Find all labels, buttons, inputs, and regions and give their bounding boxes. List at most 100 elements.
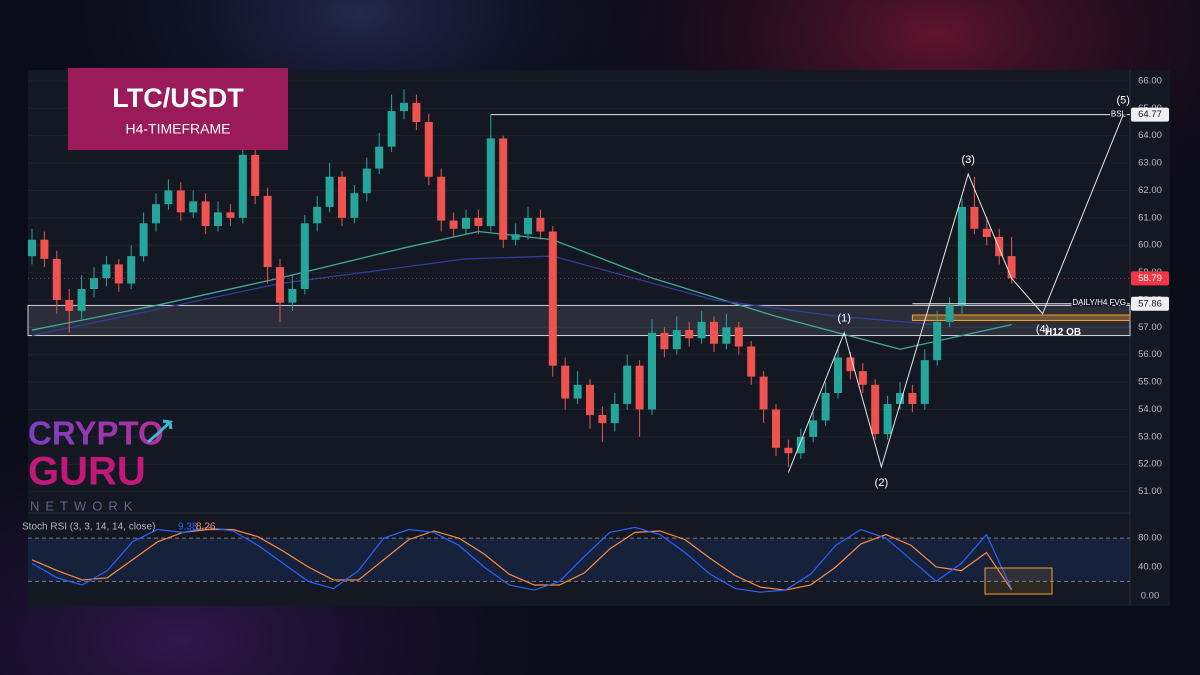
logo-text: CRYPTO — [28, 415, 164, 452]
candle-body — [648, 332, 656, 410]
candle-body — [1007, 256, 1016, 279]
chart-panel — [28, 70, 1170, 606]
candle-body — [412, 102, 421, 123]
candle-body — [511, 234, 520, 240]
level-label: BSL — [1111, 110, 1127, 119]
candle-body — [77, 289, 86, 311]
wave-label: (5) — [1116, 95, 1129, 107]
candle-body — [908, 393, 917, 404]
candle-body — [809, 420, 818, 437]
y-tick-label: 57.00 — [1138, 322, 1162, 333]
logo-text: GURU — [28, 450, 146, 494]
wave-label: (3) — [961, 154, 974, 166]
candle-body — [90, 278, 98, 289]
candle-body — [883, 403, 892, 435]
highlight-box — [984, 567, 1053, 595]
candle-body — [462, 217, 470, 229]
y-tick-label: 66.00 — [1138, 75, 1162, 86]
candle-body — [958, 206, 966, 306]
candle-body — [189, 201, 198, 213]
candle-body — [846, 357, 855, 372]
candle-body — [474, 217, 483, 227]
rsi-line — [31, 526, 1013, 593]
candle-body — [970, 206, 979, 229]
candle-body — [40, 239, 49, 259]
candle-body — [524, 217, 532, 235]
rsi-d-value: 8.26 — [196, 522, 216, 533]
candle-body — [338, 176, 346, 218]
candle-body — [920, 360, 929, 404]
rsi-tick-label: 0.00 — [1141, 590, 1160, 601]
candle-body — [672, 330, 681, 350]
candle-body — [325, 176, 334, 207]
candle-body — [561, 365, 570, 399]
price-tag — [1131, 296, 1169, 311]
zone-label: H12 OB — [1045, 327, 1081, 338]
candle-body — [896, 393, 904, 404]
candle-body — [152, 204, 160, 224]
rsi-tick-label: 80.00 — [1138, 533, 1162, 544]
candle-body — [548, 231, 557, 366]
title-box — [68, 68, 288, 150]
candle-body — [734, 327, 743, 347]
candle-body — [201, 201, 210, 227]
y-tick-label: 62.00 — [1138, 185, 1162, 196]
candle-body — [400, 102, 408, 112]
candle-body — [858, 371, 867, 385]
wave-label: (4) — [1036, 324, 1049, 336]
candle-body — [114, 264, 123, 284]
candle-body — [784, 447, 793, 454]
candle-body — [139, 223, 148, 257]
candle-body — [685, 330, 694, 339]
candle-body — [747, 346, 756, 377]
price-tag — [1131, 271, 1169, 286]
candle-body — [796, 436, 805, 454]
candle-body — [995, 236, 1004, 257]
wave-line — [787, 114, 1124, 473]
title: LTC/USDT — [112, 83, 244, 113]
candle-body — [933, 321, 942, 361]
candle-body — [660, 332, 669, 350]
y-tick-label: 61.00 — [1138, 212, 1162, 223]
candle-body — [722, 327, 731, 344]
rsi-line — [31, 528, 1013, 591]
candle-body — [573, 384, 582, 399]
rsi-tick-label: 40.00 — [1138, 561, 1162, 572]
candle-body — [697, 321, 706, 339]
candle-body — [350, 193, 359, 218]
candle-body — [499, 138, 508, 240]
y-tick-label: 63.00 — [1138, 158, 1162, 169]
candle-body — [164, 190, 173, 205]
price-tag-label: 58.79 — [1138, 273, 1162, 284]
price-tag — [1131, 107, 1169, 122]
candle-body — [226, 212, 235, 218]
candle-body — [437, 176, 446, 221]
y-tick-label: 53.00 — [1138, 431, 1162, 442]
candle-body — [834, 357, 842, 394]
price-tag-label: 64.77 — [1138, 109, 1162, 120]
candle-body — [263, 195, 272, 268]
wave-label: (1) — [837, 313, 850, 325]
y-tick-label: 55.00 — [1138, 377, 1162, 388]
y-tick-label: 60.00 — [1138, 240, 1162, 251]
candle-body — [375, 146, 384, 169]
candle-body — [238, 154, 247, 218]
candle-body — [251, 154, 260, 196]
price-tag-label: 57.86 — [1138, 298, 1162, 309]
candle-body — [772, 409, 780, 448]
candle-body — [536, 217, 545, 232]
candle-body — [28, 239, 36, 257]
logo-arrow — [147, 419, 174, 444]
candle-body — [276, 267, 284, 303]
rsi-k-value: 9.38 — [178, 522, 198, 533]
logo-text: NETWORK — [30, 498, 138, 513]
candle-body — [65, 299, 74, 311]
candle-body — [102, 264, 111, 279]
candle-body — [610, 403, 619, 424]
candle-body — [710, 321, 718, 344]
candle-body — [635, 365, 644, 410]
candle-body — [214, 212, 222, 227]
candle-body — [598, 414, 607, 424]
candle-body — [424, 122, 433, 177]
y-tick-label: 51.00 — [1138, 486, 1162, 497]
